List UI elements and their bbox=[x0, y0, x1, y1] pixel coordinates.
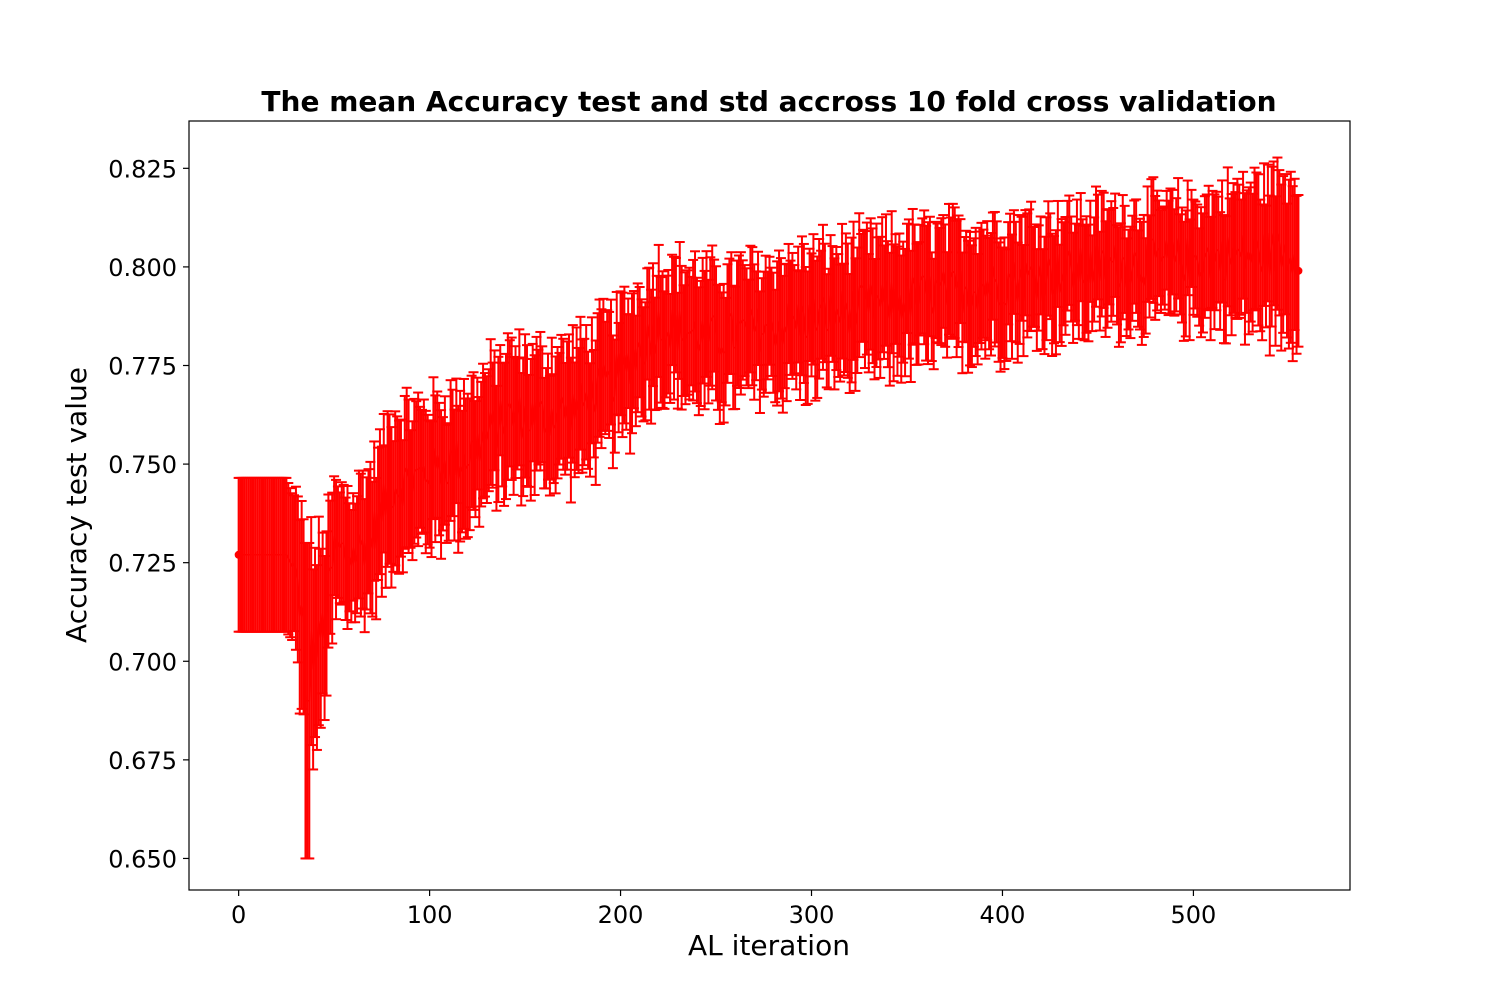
error-bar bbox=[965, 230, 976, 367]
error-bar bbox=[285, 487, 296, 639]
error-bar bbox=[682, 269, 693, 396]
error-bar bbox=[775, 257, 786, 400]
error-bar bbox=[617, 291, 628, 439]
error-bar bbox=[676, 264, 687, 411]
plot-frame bbox=[188, 120, 1351, 891]
error-bar bbox=[304, 541, 315, 860]
error-bar bbox=[970, 226, 981, 358]
error-bar bbox=[963, 239, 974, 374]
error-bars bbox=[233, 156, 1304, 860]
error-bar bbox=[854, 212, 865, 359]
error-bar bbox=[411, 400, 422, 539]
error-bar bbox=[1243, 186, 1254, 336]
error-bar bbox=[493, 355, 504, 504]
error-bar bbox=[565, 356, 576, 504]
error-bar bbox=[340, 496, 351, 622]
error-bar bbox=[646, 288, 657, 425]
y-axis-label: Accuracy test value bbox=[60, 367, 93, 643]
error-bar bbox=[506, 336, 517, 481]
error-bar bbox=[1083, 223, 1094, 343]
error-bar bbox=[1182, 179, 1193, 297]
x-tick-label: 200 bbox=[598, 901, 644, 929]
y-tick-label: 0.825 bbox=[108, 155, 177, 183]
error-bar bbox=[1232, 177, 1243, 320]
y-tick-label: 0.800 bbox=[108, 254, 177, 282]
error-bar bbox=[735, 251, 746, 396]
y-tick-label: 0.650 bbox=[108, 845, 177, 873]
chart-title: The mean Accuracy test and std accross 1… bbox=[261, 85, 1276, 118]
error-bar bbox=[508, 355, 519, 496]
error-bar bbox=[434, 401, 445, 537]
error-bar bbox=[1287, 185, 1298, 363]
error-bar bbox=[1285, 170, 1296, 344]
data-point bbox=[234, 550, 243, 559]
error-bar bbox=[733, 254, 744, 390]
y-axis: 0.650 0.675 0.700 0.725 0.750 0.775 0.800 0.825 bbox=[108, 155, 189, 873]
data-point bbox=[1294, 266, 1303, 275]
error-bar bbox=[420, 409, 431, 555]
y-tick-label: 0.700 bbox=[108, 648, 177, 676]
error-bar bbox=[1150, 194, 1161, 321]
error-bar bbox=[453, 404, 464, 554]
error-bar bbox=[980, 234, 991, 360]
error-bar bbox=[747, 246, 758, 387]
error-bar bbox=[331, 478, 342, 621]
error-bar bbox=[705, 256, 716, 387]
y-tick-label: 0.750 bbox=[108, 451, 177, 479]
error-bar bbox=[313, 515, 324, 727]
error-bar bbox=[468, 371, 479, 511]
x-tick-label: 300 bbox=[789, 901, 835, 929]
x-tick-label: 500 bbox=[1171, 901, 1217, 929]
error-bar bbox=[875, 235, 886, 379]
y-tick-label: 0.725 bbox=[108, 550, 177, 578]
y-tick-label: 0.675 bbox=[108, 747, 177, 775]
error-bar bbox=[413, 391, 424, 548]
x-tick-label: 0 bbox=[231, 901, 246, 929]
error-bar bbox=[785, 259, 796, 376]
x-tick-label: 400 bbox=[980, 901, 1026, 929]
error-bar bbox=[1257, 203, 1268, 342]
x-axis-label: AL iteration bbox=[688, 929, 850, 962]
error-bar bbox=[699, 269, 710, 411]
y-tick-label: 0.775 bbox=[108, 353, 177, 381]
error-bar bbox=[1050, 229, 1061, 356]
x-axis: 0 100 200 300 400 500 bbox=[231, 890, 1216, 929]
error-bar bbox=[315, 547, 326, 729]
plot-area bbox=[188, 120, 1351, 891]
error-bar bbox=[428, 376, 439, 521]
error-bar bbox=[888, 243, 899, 383]
error-bar bbox=[619, 285, 630, 425]
error-bar bbox=[1259, 162, 1270, 307]
x-tick-label: 100 bbox=[407, 901, 453, 929]
error-bar bbox=[1136, 220, 1147, 346]
